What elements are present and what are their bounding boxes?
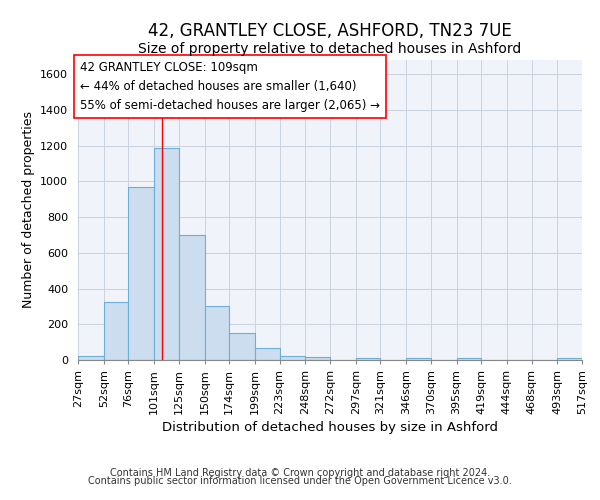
- Bar: [205, 306, 229, 360]
- Bar: [104, 302, 128, 360]
- Text: Contains HM Land Registry data © Crown copyright and database right 2024.: Contains HM Land Registry data © Crown c…: [110, 468, 490, 477]
- Bar: [229, 333, 255, 360]
- Bar: [128, 187, 154, 360]
- Bar: [78, 356, 104, 360]
- Y-axis label: Number of detached properties: Number of detached properties: [22, 112, 35, 308]
- Bar: [154, 148, 179, 360]
- Bar: [305, 358, 330, 360]
- Bar: [356, 358, 380, 360]
- Bar: [179, 235, 205, 360]
- Text: 42, GRANTLEY CLOSE, ASHFORD, TN23 7UE: 42, GRANTLEY CLOSE, ASHFORD, TN23 7UE: [148, 22, 512, 40]
- Bar: [280, 356, 305, 360]
- Text: Size of property relative to detached houses in Ashford: Size of property relative to detached ho…: [139, 42, 521, 56]
- Text: Contains public sector information licensed under the Open Government Licence v3: Contains public sector information licen…: [88, 476, 512, 486]
- Bar: [255, 348, 280, 360]
- Bar: [457, 358, 481, 360]
- Text: 42 GRANTLEY CLOSE: 109sqm
← 44% of detached houses are smaller (1,640)
55% of se: 42 GRANTLEY CLOSE: 109sqm ← 44% of detac…: [80, 62, 380, 112]
- X-axis label: Distribution of detached houses by size in Ashford: Distribution of detached houses by size …: [162, 421, 498, 434]
- Bar: [557, 358, 582, 360]
- Bar: [406, 358, 431, 360]
